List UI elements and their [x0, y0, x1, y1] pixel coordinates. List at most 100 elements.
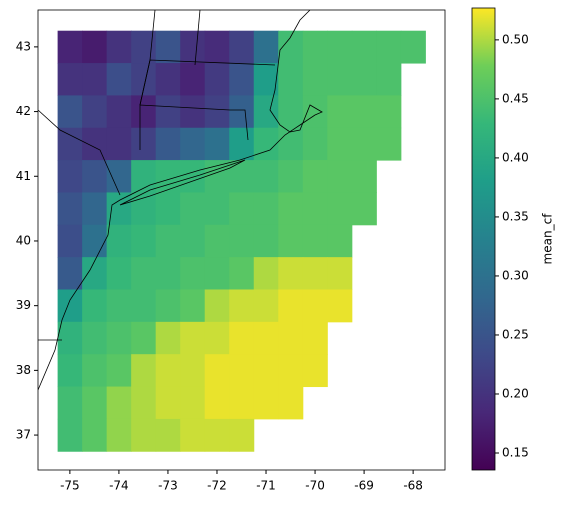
colorbar-tick-label: 0.40 — [502, 150, 529, 164]
y-tick-label: 42 — [16, 104, 31, 118]
cell — [180, 160, 206, 193]
plot-frame — [37, 9, 446, 471]
cell — [155, 354, 181, 388]
cell — [204, 30, 230, 64]
cell — [229, 386, 255, 420]
cell — [229, 127, 255, 161]
cell — [302, 30, 328, 64]
cell — [155, 418, 181, 452]
x-tick-label: -74 — [109, 479, 129, 493]
x-tick-label: -73 — [158, 479, 178, 493]
cell — [106, 418, 132, 452]
cell — [180, 321, 206, 355]
cell — [131, 224, 157, 258]
cell — [82, 289, 108, 323]
cell — [351, 63, 377, 96]
cell — [57, 63, 83, 96]
cell — [82, 257, 108, 290]
cell — [57, 160, 83, 193]
cell — [229, 289, 255, 323]
cell — [253, 321, 279, 355]
cell — [327, 160, 353, 193]
cell — [82, 95, 108, 129]
cell — [155, 127, 181, 161]
cell — [204, 289, 230, 323]
cell — [204, 257, 230, 290]
state-border — [139, 10, 156, 106]
cell — [106, 386, 132, 420]
cell — [302, 257, 328, 290]
cell — [327, 30, 353, 64]
cell — [57, 127, 83, 161]
cell — [278, 321, 304, 355]
cell — [57, 30, 83, 64]
cell — [253, 289, 279, 323]
cell — [180, 192, 206, 226]
cells — [57, 30, 426, 452]
cell — [131, 63, 157, 96]
cell — [253, 257, 279, 290]
cell — [204, 127, 230, 161]
x-tick-label: -71 — [256, 479, 276, 493]
cell — [106, 127, 132, 161]
cell — [155, 257, 181, 290]
cell — [327, 224, 353, 258]
cell — [82, 63, 108, 96]
cell — [180, 127, 206, 161]
cell — [204, 354, 230, 388]
cell — [57, 354, 83, 388]
cell — [106, 160, 132, 193]
cell — [351, 95, 377, 129]
cell — [229, 224, 255, 258]
cell — [376, 95, 402, 129]
cell — [253, 30, 279, 64]
cell — [278, 95, 304, 129]
cell — [180, 30, 206, 64]
cell — [302, 224, 328, 258]
cell — [155, 224, 181, 258]
cell — [204, 224, 230, 258]
cell — [253, 386, 279, 420]
cell — [106, 192, 132, 226]
cell — [253, 95, 279, 129]
cell — [131, 386, 157, 420]
cell — [327, 192, 353, 226]
cell — [155, 386, 181, 420]
cell — [229, 63, 255, 96]
cell — [351, 30, 377, 64]
cell — [106, 63, 132, 96]
cell — [253, 127, 279, 161]
cell — [106, 95, 132, 129]
cell — [204, 63, 230, 96]
cell — [155, 30, 181, 64]
cell — [229, 257, 255, 290]
cell — [106, 321, 132, 355]
cell — [278, 257, 304, 290]
cell — [155, 321, 181, 355]
cell — [180, 386, 206, 420]
colorbar-tick-label: 0.50 — [502, 32, 529, 46]
cell — [82, 386, 108, 420]
cell — [376, 127, 402, 161]
cell — [302, 63, 328, 96]
cell — [302, 160, 328, 193]
cell — [57, 257, 83, 290]
colorbar-tick-label: 0.25 — [502, 327, 529, 341]
cell — [106, 289, 132, 323]
cell — [82, 160, 108, 193]
x-tick-label: -75 — [60, 479, 80, 493]
cell — [180, 418, 206, 452]
cell — [82, 354, 108, 388]
cell — [131, 257, 157, 290]
cell — [106, 354, 132, 388]
cell — [253, 354, 279, 388]
y-tick-label: 43 — [16, 39, 31, 53]
cell — [327, 289, 353, 323]
cell — [278, 192, 304, 226]
cell — [278, 224, 304, 258]
cell — [131, 160, 157, 193]
cell — [302, 127, 328, 161]
cell — [278, 160, 304, 193]
cell — [131, 354, 157, 388]
cell — [302, 321, 328, 355]
